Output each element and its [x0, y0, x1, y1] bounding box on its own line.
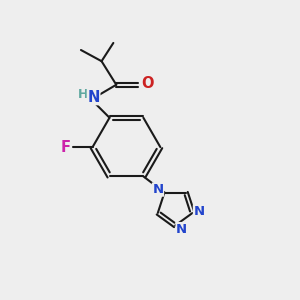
- Text: H: H: [78, 88, 88, 101]
- Text: O: O: [141, 76, 154, 92]
- Text: N: N: [87, 90, 100, 105]
- Text: N: N: [194, 205, 205, 218]
- Text: N: N: [176, 223, 187, 236]
- Text: N: N: [152, 183, 164, 196]
- Text: F: F: [61, 140, 71, 154]
